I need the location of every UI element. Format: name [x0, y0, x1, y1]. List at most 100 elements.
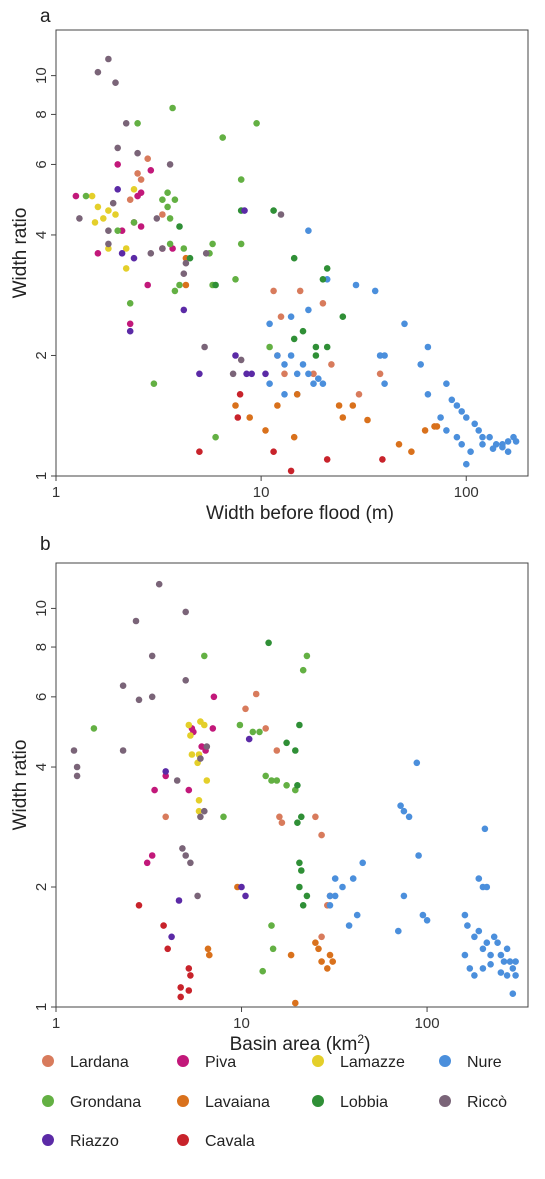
- data-point: [197, 755, 204, 762]
- data-point: [423, 917, 431, 924]
- series-riccò: [76, 55, 285, 378]
- data-point: [268, 777, 275, 784]
- data-point: [312, 813, 319, 821]
- data-point: [94, 68, 102, 76]
- data-point: [180, 245, 188, 252]
- data-point: [296, 859, 303, 867]
- data-point: [273, 777, 281, 784]
- data-point: [265, 639, 272, 647]
- data-point: [122, 245, 130, 252]
- data-point: [483, 939, 491, 946]
- legend-marker: [312, 1055, 324, 1067]
- data-point: [461, 911, 469, 919]
- data-point: [201, 343, 208, 351]
- data-point: [359, 859, 367, 867]
- data-point: [355, 391, 363, 398]
- data-point: [479, 945, 487, 953]
- data-point: [326, 902, 334, 909]
- data-point: [339, 414, 347, 421]
- data-point: [467, 448, 474, 456]
- data-point: [164, 945, 171, 953]
- data-point: [287, 313, 295, 321]
- data-point: [159, 211, 166, 218]
- legend-label: Piva: [205, 1054, 236, 1071]
- series-lamazze: [185, 718, 211, 815]
- data-point: [148, 693, 156, 701]
- y-tick-label: 8: [33, 643, 50, 651]
- data-point: [185, 721, 193, 729]
- data-point: [234, 414, 242, 421]
- data-point: [413, 759, 421, 767]
- data-point: [182, 281, 190, 289]
- y-tick-label: 10: [33, 67, 50, 84]
- data-point: [153, 215, 161, 222]
- data-point: [303, 652, 311, 660]
- data-point: [114, 144, 121, 152]
- legend-label: Lardana: [70, 1054, 129, 1071]
- data-point: [262, 370, 269, 378]
- data-point: [293, 391, 301, 398]
- data-point: [201, 721, 208, 729]
- data-point: [349, 875, 357, 882]
- data-point: [105, 55, 112, 63]
- data-point: [299, 666, 307, 674]
- data-point: [144, 281, 151, 289]
- data-point: [471, 420, 479, 428]
- data-point: [201, 652, 208, 660]
- data-point: [186, 254, 194, 262]
- data-point: [203, 743, 211, 750]
- data-point: [487, 961, 494, 968]
- data-point: [315, 945, 322, 953]
- data-point: [262, 427, 269, 434]
- data-point: [296, 287, 304, 295]
- data-point: [298, 867, 305, 874]
- data-point: [266, 380, 273, 388]
- data-point: [82, 192, 90, 200]
- data-point: [248, 370, 255, 378]
- data-point: [305, 370, 312, 378]
- data-point: [405, 813, 413, 821]
- panel-letter: b: [40, 534, 51, 555]
- data-point: [512, 958, 519, 965]
- data-point: [118, 250, 126, 257]
- data-point: [400, 892, 408, 900]
- data-point: [335, 402, 343, 409]
- data-point: [353, 911, 361, 919]
- data-point: [278, 819, 286, 826]
- data-point: [323, 265, 331, 272]
- legend-item-riccò: Riccò: [439, 1094, 507, 1111]
- data-point: [185, 965, 193, 972]
- data-point: [176, 223, 183, 230]
- y-tick-label: 2: [33, 883, 50, 891]
- data-point: [188, 751, 196, 758]
- data-point: [376, 352, 384, 359]
- data-point: [137, 176, 145, 183]
- data-point: [147, 167, 155, 174]
- data-point: [262, 725, 270, 732]
- data-point: [299, 327, 307, 335]
- data-point: [236, 721, 244, 729]
- data-point: [194, 892, 201, 900]
- data-point: [500, 958, 508, 965]
- data-point: [164, 203, 171, 211]
- data-point: [137, 223, 145, 230]
- data-point: [126, 327, 134, 335]
- series-grondana: [90, 652, 311, 975]
- series-riazzo: [162, 735, 253, 941]
- data-point: [287, 352, 295, 359]
- data-point: [105, 207, 112, 214]
- data-point: [126, 320, 134, 328]
- data-point: [105, 227, 112, 234]
- x-tick-label: 1: [52, 484, 60, 501]
- data-point: [453, 433, 461, 441]
- data-point: [185, 786, 193, 794]
- data-point: [187, 859, 194, 867]
- data-point: [424, 343, 432, 351]
- data-point: [319, 300, 327, 307]
- y-tick-label: 6: [33, 693, 50, 701]
- data-point: [160, 922, 167, 929]
- data-point: [475, 875, 483, 882]
- data-point: [299, 361, 307, 368]
- data-point: [310, 380, 317, 388]
